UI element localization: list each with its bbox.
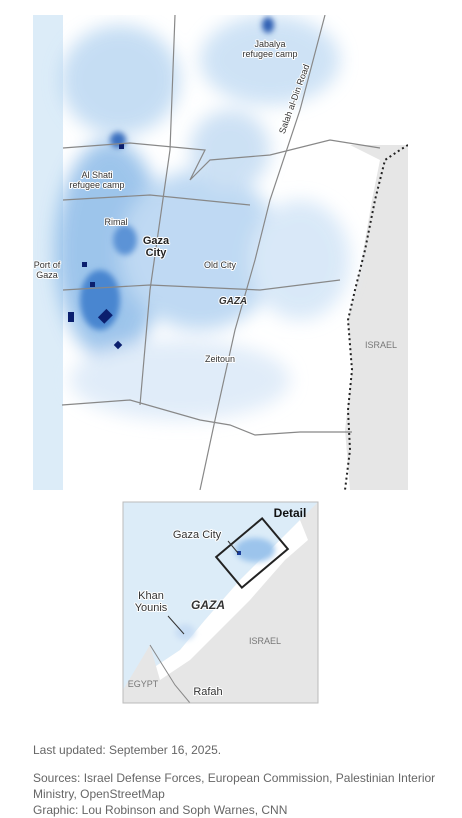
main-map bbox=[33, 15, 408, 490]
map-label: Zeitoun bbox=[205, 354, 235, 364]
map-label: Gaza bbox=[36, 270, 58, 280]
map-label: Rafah bbox=[193, 686, 222, 698]
inset-frame bbox=[122, 501, 319, 704]
map-label: Al Shati bbox=[81, 170, 112, 180]
map-label: Younis bbox=[135, 602, 168, 614]
country-label: EGYPT bbox=[128, 679, 159, 689]
region-label: GAZA bbox=[219, 296, 247, 307]
map-label: Gaza City bbox=[173, 529, 222, 541]
sources: Sources: Israel Defense Forces, European… bbox=[33, 771, 436, 801]
city-label: Gaza bbox=[143, 235, 170, 247]
map-label: refugee camp bbox=[69, 180, 124, 190]
leader-line bbox=[167, 615, 185, 635]
country-label: ISRAEL bbox=[249, 636, 281, 646]
leader-line bbox=[227, 540, 239, 554]
last-updated: Last updated: September 16, 2025. bbox=[33, 743, 222, 757]
region-label: GAZA bbox=[191, 598, 225, 612]
inset-map bbox=[123, 502, 318, 703]
credit: Graphic: Lou Robinson and Soph Warnes, C… bbox=[33, 803, 288, 817]
map-label: Jabalya bbox=[254, 39, 285, 49]
map-label: Old City bbox=[204, 260, 237, 270]
map-label: refugee camp bbox=[242, 49, 297, 59]
city-label: City bbox=[146, 247, 168, 259]
inset-detail-label: Detail bbox=[274, 506, 307, 520]
map-label: Khan bbox=[138, 590, 164, 602]
map-label: Rimal bbox=[104, 217, 127, 227]
country-label: ISRAEL bbox=[365, 340, 397, 350]
map-label: Port of bbox=[34, 260, 61, 270]
